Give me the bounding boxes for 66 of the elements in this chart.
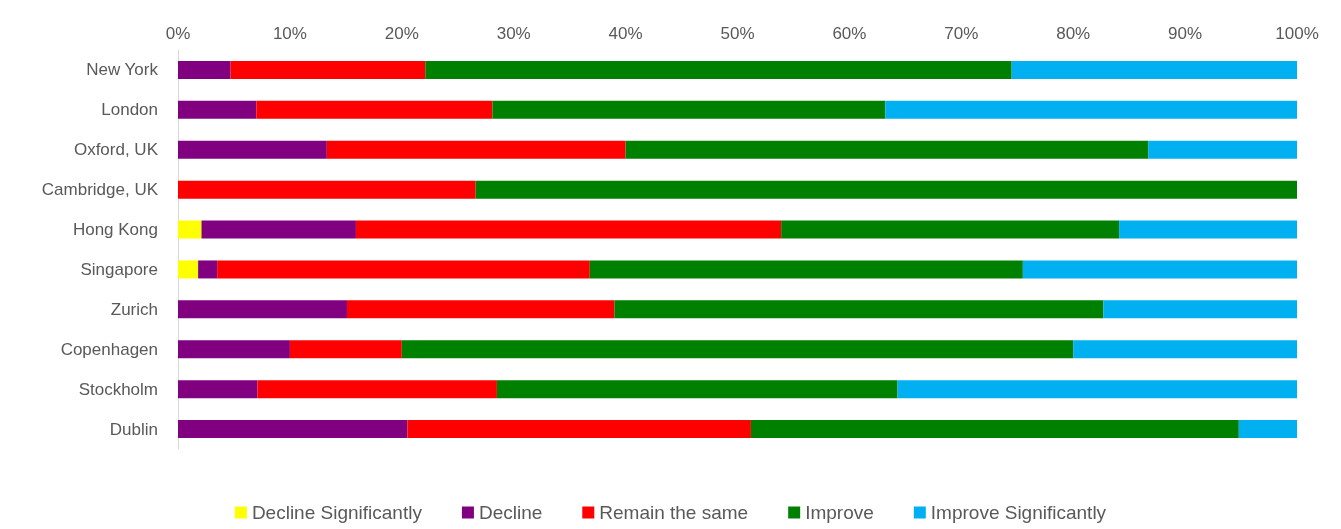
legend-label: Improve Significantly (930, 502, 1107, 523)
bar (1103, 300, 1297, 319)
y-tick-label: Singapore (80, 259, 158, 279)
y-tick-label: Cambridge, UK (41, 180, 159, 200)
bar (178, 420, 408, 439)
bar (885, 100, 1297, 119)
bar (178, 140, 327, 159)
bar (198, 260, 218, 279)
bar (1011, 60, 1297, 79)
bar (750, 420, 1239, 439)
bar (178, 100, 257, 119)
legend-label: Decline Significantly (251, 502, 423, 523)
bar (475, 180, 1297, 199)
y-tick-label: Oxford, UK (73, 140, 159, 160)
x-tick-label: 0% (165, 24, 191, 43)
bar (201, 220, 356, 239)
bar (178, 180, 476, 199)
x-tick-label: 50% (720, 24, 755, 43)
bar (1148, 140, 1297, 159)
bar (355, 220, 782, 239)
bar (614, 300, 1104, 319)
y-tick-label: Hong Kong (72, 220, 158, 240)
bar (1022, 260, 1297, 279)
bar (492, 100, 886, 119)
bar (178, 380, 258, 399)
y-tick-label: Stockholm (78, 379, 158, 399)
x-tick-label: 40% (608, 24, 643, 43)
x-tick-label: 10% (272, 24, 307, 43)
bar (407, 420, 751, 439)
y-tick-label: Zurich (110, 299, 158, 319)
bar (1119, 220, 1297, 239)
y-tick-label: London (101, 100, 158, 120)
bar (256, 100, 493, 119)
bar (178, 260, 199, 279)
x-tick-label: 80% (1056, 24, 1091, 43)
bar (897, 380, 1297, 399)
bar (178, 340, 290, 359)
bar (1073, 340, 1297, 359)
bar (217, 260, 590, 279)
bar (401, 340, 1074, 359)
bar (326, 140, 626, 159)
x-tick-label: 100% (1275, 24, 1319, 43)
bar (257, 380, 497, 399)
x-tick-label: 60% (832, 24, 867, 43)
bar (1238, 420, 1297, 439)
x-tick-label: 70% (944, 24, 979, 43)
bar (178, 300, 347, 319)
x-tick-label: 90% (1168, 24, 1203, 43)
bar (625, 140, 1149, 159)
bar (178, 220, 202, 239)
legend-label: Decline (478, 502, 543, 523)
y-tick-label: Dublin (109, 419, 158, 439)
y-tick-label: Copenhagen (60, 339, 158, 359)
legend-label: Remain the same (599, 502, 749, 523)
x-tick-label: 30% (496, 24, 531, 43)
x-tick-label: 20% (384, 24, 419, 43)
bar (230, 60, 426, 79)
bar (496, 380, 898, 399)
y-tick-label: New York (86, 60, 159, 80)
legend-label: Improve (805, 502, 874, 523)
bar (589, 260, 1023, 279)
bar (289, 340, 402, 359)
bar (425, 60, 1012, 79)
bar (346, 300, 615, 319)
bar (781, 220, 1120, 239)
bar (178, 60, 231, 79)
